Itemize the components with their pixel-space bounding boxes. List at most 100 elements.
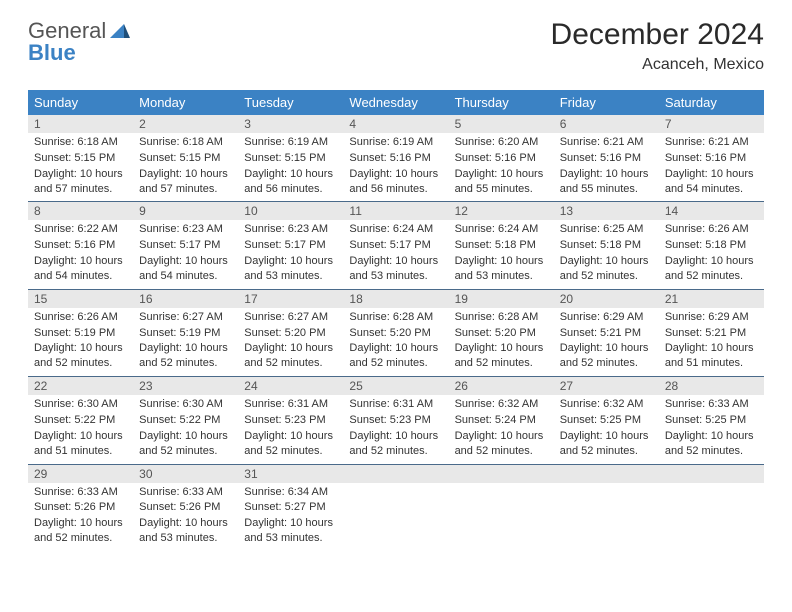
- daylight-line: Daylight: 10 hours and 52 minutes.: [665, 254, 758, 284]
- daylight-line: Daylight: 10 hours and 52 minutes.: [560, 429, 653, 459]
- sunrise-line: Sunrise: 6:22 AM: [34, 222, 127, 237]
- calendar-cell: 9Sunrise: 6:23 AMSunset: 5:17 PMDaylight…: [133, 202, 238, 289]
- sunset-line: Sunset: 5:15 PM: [139, 151, 232, 166]
- day-number: 24: [238, 377, 343, 395]
- daylight-line: Daylight: 10 hours and 56 minutes.: [244, 167, 337, 197]
- sunset-line: Sunset: 5:17 PM: [244, 238, 337, 253]
- calendar-cell: 20Sunrise: 6:29 AMSunset: 5:21 PMDayligh…: [554, 289, 659, 376]
- sunset-line: Sunset: 5:23 PM: [349, 413, 442, 428]
- day-number: [554, 465, 659, 483]
- daylight-line: Daylight: 10 hours and 57 minutes.: [139, 167, 232, 197]
- daylight-line: Daylight: 10 hours and 54 minutes.: [665, 167, 758, 197]
- daylight-line: Daylight: 10 hours and 52 minutes.: [244, 341, 337, 371]
- day-number: 28: [659, 377, 764, 395]
- cell-body: Sunrise: 6:25 AMSunset: 5:18 PMDaylight:…: [554, 220, 659, 288]
- daylight-line: Daylight: 10 hours and 53 minutes.: [349, 254, 442, 284]
- day-number: [343, 465, 448, 483]
- daylight-line: Daylight: 10 hours and 52 minutes.: [244, 429, 337, 459]
- cell-body: Sunrise: 6:33 AMSunset: 5:26 PMDaylight:…: [28, 483, 133, 551]
- day-number: 31: [238, 465, 343, 483]
- col-header: Tuesday: [238, 90, 343, 115]
- sunset-line: Sunset: 5:17 PM: [349, 238, 442, 253]
- calendar-cell: 3Sunrise: 6:19 AMSunset: 5:15 PMDaylight…: [238, 115, 343, 202]
- sunrise-line: Sunrise: 6:27 AM: [244, 310, 337, 325]
- calendar-cell: 5Sunrise: 6:20 AMSunset: 5:16 PMDaylight…: [449, 115, 554, 202]
- sunset-line: Sunset: 5:26 PM: [139, 500, 232, 515]
- calendar-cell: 15Sunrise: 6:26 AMSunset: 5:19 PMDayligh…: [28, 289, 133, 376]
- cell-body: Sunrise: 6:28 AMSunset: 5:20 PMDaylight:…: [343, 308, 448, 376]
- cell-body: Sunrise: 6:19 AMSunset: 5:16 PMDaylight:…: [343, 133, 448, 201]
- day-number: 15: [28, 290, 133, 308]
- col-header: Monday: [133, 90, 238, 115]
- daylight-line: Daylight: 10 hours and 57 minutes.: [34, 167, 127, 197]
- day-number: 13: [554, 202, 659, 220]
- cell-body: Sunrise: 6:31 AMSunset: 5:23 PMDaylight:…: [343, 395, 448, 463]
- day-number: 6: [554, 115, 659, 133]
- daylight-line: Daylight: 10 hours and 55 minutes.: [560, 167, 653, 197]
- cell-body: Sunrise: 6:32 AMSunset: 5:24 PMDaylight:…: [449, 395, 554, 463]
- cell-body: Sunrise: 6:28 AMSunset: 5:20 PMDaylight:…: [449, 308, 554, 376]
- sunrise-line: Sunrise: 6:33 AM: [139, 485, 232, 500]
- cell-body: Sunrise: 6:26 AMSunset: 5:19 PMDaylight:…: [28, 308, 133, 376]
- calendar-cell: [659, 464, 764, 551]
- cell-body: Sunrise: 6:27 AMSunset: 5:19 PMDaylight:…: [133, 308, 238, 376]
- sunrise-line: Sunrise: 6:21 AM: [560, 135, 653, 150]
- day-number: 2: [133, 115, 238, 133]
- sunrise-line: Sunrise: 6:30 AM: [139, 397, 232, 412]
- sunrise-line: Sunrise: 6:29 AM: [560, 310, 653, 325]
- calendar-cell: 13Sunrise: 6:25 AMSunset: 5:18 PMDayligh…: [554, 202, 659, 289]
- daylight-line: Daylight: 10 hours and 52 minutes.: [455, 341, 548, 371]
- calendar-row: 8Sunrise: 6:22 AMSunset: 5:16 PMDaylight…: [28, 202, 764, 289]
- sunrise-line: Sunrise: 6:23 AM: [244, 222, 337, 237]
- daylight-line: Daylight: 10 hours and 52 minutes.: [349, 429, 442, 459]
- calendar-cell: 21Sunrise: 6:29 AMSunset: 5:21 PMDayligh…: [659, 289, 764, 376]
- sunrise-line: Sunrise: 6:29 AM: [665, 310, 758, 325]
- day-number: 18: [343, 290, 448, 308]
- calendar-cell: 2Sunrise: 6:18 AMSunset: 5:15 PMDaylight…: [133, 115, 238, 202]
- sunrise-line: Sunrise: 6:24 AM: [455, 222, 548, 237]
- location-label: Acanceh, Mexico: [551, 56, 764, 74]
- daylight-line: Daylight: 10 hours and 51 minutes.: [665, 341, 758, 371]
- sunrise-line: Sunrise: 6:21 AM: [665, 135, 758, 150]
- daylight-line: Daylight: 10 hours and 52 minutes.: [34, 516, 127, 546]
- day-number: 9: [133, 202, 238, 220]
- sunset-line: Sunset: 5:20 PM: [455, 326, 548, 341]
- sunset-line: Sunset: 5:16 PM: [560, 151, 653, 166]
- sunset-line: Sunset: 5:22 PM: [139, 413, 232, 428]
- calendar-cell: 8Sunrise: 6:22 AMSunset: 5:16 PMDaylight…: [28, 202, 133, 289]
- header-right: December 2024 Acanceh, Mexico: [551, 18, 764, 84]
- cell-body: Sunrise: 6:33 AMSunset: 5:26 PMDaylight:…: [133, 483, 238, 551]
- calendar-row: 1Sunrise: 6:18 AMSunset: 5:15 PMDaylight…: [28, 115, 764, 202]
- sail-icon: [110, 18, 130, 44]
- calendar-header-row: Sunday Monday Tuesday Wednesday Thursday…: [28, 90, 764, 115]
- col-header: Sunday: [28, 90, 133, 115]
- sunset-line: Sunset: 5:23 PM: [244, 413, 337, 428]
- day-number: 3: [238, 115, 343, 133]
- daylight-line: Daylight: 10 hours and 52 minutes.: [34, 341, 127, 371]
- sunrise-line: Sunrise: 6:19 AM: [244, 135, 337, 150]
- sunrise-line: Sunrise: 6:32 AM: [560, 397, 653, 412]
- daylight-line: Daylight: 10 hours and 53 minutes.: [244, 516, 337, 546]
- calendar-cell: 7Sunrise: 6:21 AMSunset: 5:16 PMDaylight…: [659, 115, 764, 202]
- day-number: 20: [554, 290, 659, 308]
- sunset-line: Sunset: 5:25 PM: [665, 413, 758, 428]
- day-number: 25: [343, 377, 448, 395]
- sunset-line: Sunset: 5:21 PM: [665, 326, 758, 341]
- sunrise-line: Sunrise: 6:31 AM: [244, 397, 337, 412]
- sunset-line: Sunset: 5:24 PM: [455, 413, 548, 428]
- sunrise-line: Sunrise: 6:24 AM: [349, 222, 442, 237]
- day-number: 12: [449, 202, 554, 220]
- cell-body: Sunrise: 6:29 AMSunset: 5:21 PMDaylight:…: [554, 308, 659, 376]
- daylight-line: Daylight: 10 hours and 55 minutes.: [455, 167, 548, 197]
- calendar-cell: [554, 464, 659, 551]
- sunrise-line: Sunrise: 6:23 AM: [139, 222, 232, 237]
- calendar-cell: 29Sunrise: 6:33 AMSunset: 5:26 PMDayligh…: [28, 464, 133, 551]
- sunset-line: Sunset: 5:19 PM: [139, 326, 232, 341]
- calendar-cell: 27Sunrise: 6:32 AMSunset: 5:25 PMDayligh…: [554, 377, 659, 464]
- sunrise-line: Sunrise: 6:32 AM: [455, 397, 548, 412]
- daylight-line: Daylight: 10 hours and 52 minutes.: [560, 341, 653, 371]
- sunset-line: Sunset: 5:20 PM: [349, 326, 442, 341]
- sunrise-line: Sunrise: 6:28 AM: [349, 310, 442, 325]
- daylight-line: Daylight: 10 hours and 54 minutes.: [34, 254, 127, 284]
- cell-body: Sunrise: 6:31 AMSunset: 5:23 PMDaylight:…: [238, 395, 343, 463]
